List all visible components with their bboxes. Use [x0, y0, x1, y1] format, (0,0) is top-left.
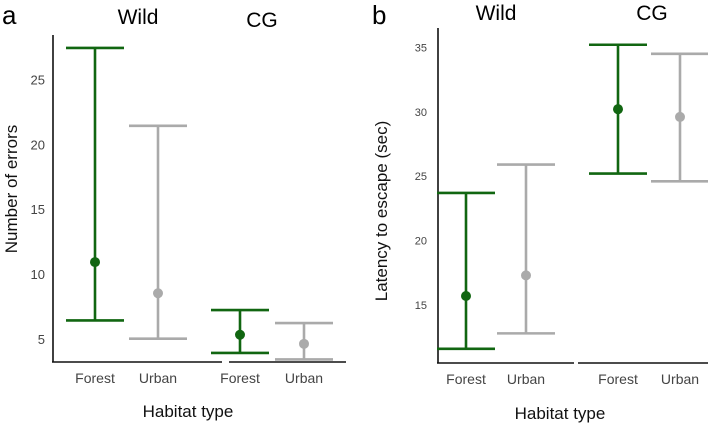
panel-a-group-cg-title: CG — [246, 9, 278, 32]
panel-b-cg-urban-mean-point — [675, 111, 685, 122]
panel-a-marks — [66, 46, 333, 361]
panel-b-group-wild-title: Wild — [476, 2, 517, 25]
panel-a-y-tick-label: 25 — [31, 72, 45, 87]
panel-b-cg-forest-mean-point — [613, 104, 623, 115]
panel-b-y-axis-title: Latency to escape (sec) — [372, 121, 391, 301]
panel-b-letter: b — [372, 0, 386, 30]
panel-a-y-ticks: 5 10 15 20 25 — [31, 72, 45, 347]
panel-a-x-tick-label: Forest — [220, 370, 260, 386]
panel-a-cg-urban-mean-point — [299, 338, 309, 349]
panel-a-group-wild-title: Wild — [118, 6, 159, 29]
panel-a-y-axis-title: Number of errors — [2, 125, 21, 253]
panel-b-y-tick-label: 25 — [415, 171, 427, 183]
panel-b: b Wild CG Latency to escape (sec) Habita… — [372, 0, 708, 423]
panel-b-x-tick-label: Urban — [661, 371, 699, 387]
panel-a: a Wild CG Number of errors Habitat type … — [2, 0, 346, 421]
panel-b-x-axis-title: Habitat type — [515, 404, 606, 423]
panel-b-marks — [437, 43, 708, 351]
panel-a-y-tick-label: 20 — [31, 137, 45, 152]
panel-a-x-tick-label: Urban — [139, 370, 177, 386]
panel-b-y-tick-label: 20 — [415, 236, 427, 248]
panel-b-wild-forest-mean-point — [461, 291, 471, 301]
panel-b-x-ticks: Forest Urban Forest Urban — [446, 371, 699, 387]
panel-b-wild-urban-mean-point — [521, 270, 531, 281]
panel-a-x-tick-label: Forest — [75, 370, 115, 386]
panel-a-wild-urban-mean-point — [153, 288, 163, 299]
panel-a-y-tick-label: 5 — [38, 332, 45, 347]
panel-b-x-tick-label: Forest — [446, 371, 486, 387]
panel-a-y-tick-label: 15 — [31, 202, 45, 217]
panel-b-y-ticks: 15 20 25 30 35 — [415, 42, 427, 312]
panel-b-x-tick-label: Forest — [598, 371, 638, 387]
panel-b-y-tick-label: 30 — [415, 107, 427, 119]
panel-a-cg-forest-mean-point — [235, 329, 245, 340]
panel-b-y-tick-label: 35 — [415, 42, 427, 54]
panel-a-x-ticks: Forest Urban Forest Urban — [75, 370, 323, 386]
panel-a-wild-forest-mean-point — [90, 257, 100, 268]
panel-b-x-tick-label: Urban — [507, 371, 545, 387]
panel-b-group-cg-title: CG — [636, 2, 668, 25]
panel-a-letter: a — [2, 0, 17, 30]
panel-a-x-tick-label: Urban — [285, 370, 323, 386]
panel-b-y-tick-label: 15 — [415, 300, 427, 312]
panel-a-y-tick-label: 10 — [31, 267, 45, 282]
panel-a-x-axis-title: Habitat type — [143, 402, 234, 421]
